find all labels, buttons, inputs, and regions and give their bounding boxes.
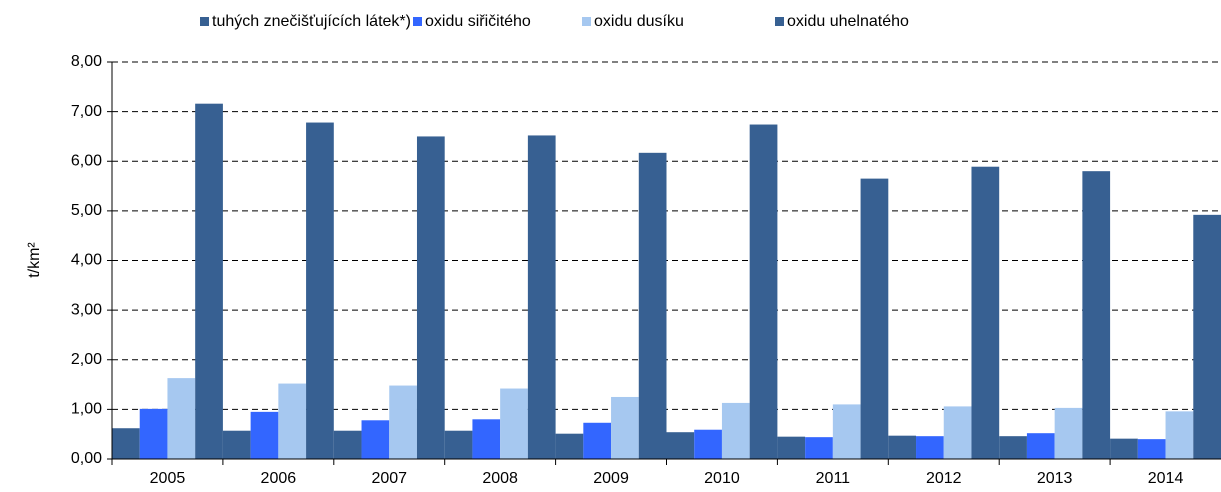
x-tick-label: 2005: [150, 470, 186, 487]
bar: [1137, 439, 1166, 459]
y-tick-label: 5,00: [71, 202, 102, 219]
bar: [1082, 171, 1111, 460]
bar: [999, 436, 1027, 459]
bar: [389, 385, 417, 459]
bar: [860, 178, 889, 459]
bar: [1054, 407, 1083, 459]
bar: [278, 383, 307, 459]
bar: [583, 422, 612, 459]
legend-label: tuhých znečišťujících látek*): [212, 13, 411, 30]
bar: [306, 122, 334, 459]
bar: [1165, 411, 1194, 459]
bar: [666, 432, 695, 459]
bar: [112, 428, 140, 459]
y-tick-label: 1,00: [71, 401, 102, 418]
legend-label: oxidu siřičitého: [425, 13, 531, 30]
y-tick-label: 7,00: [71, 103, 102, 120]
bar: [1110, 438, 1138, 459]
bar: [721, 402, 750, 459]
x-tick-label: 2014: [1148, 470, 1184, 487]
bar: [416, 136, 445, 459]
y-tick-label: 4,00: [71, 252, 102, 269]
x-tick-label: 2007: [371, 470, 407, 487]
bar: [777, 436, 806, 459]
bar: [611, 396, 639, 459]
bar: [195, 103, 223, 459]
bar: [555, 433, 584, 459]
y-tick-label: 2,00: [71, 351, 102, 368]
y-axis-label: t/km²: [26, 242, 43, 278]
bar: [139, 408, 168, 459]
y-tick-label: 3,00: [71, 301, 102, 318]
bar: [333, 430, 362, 459]
bar: [749, 124, 778, 459]
legend-swatch: [775, 17, 784, 26]
bar: [444, 430, 473, 459]
bar: [638, 152, 667, 459]
bar: [250, 411, 279, 459]
bar: [527, 135, 556, 459]
bar: [943, 406, 972, 459]
legend-label: oxidu uhelnatého: [787, 13, 909, 30]
bar: [167, 378, 196, 459]
x-tick-label: 2008: [482, 470, 518, 487]
bar: [971, 166, 1000, 460]
bar: [916, 436, 944, 459]
y-tick-label: 6,00: [71, 152, 102, 169]
x-tick-label: 2010: [704, 470, 740, 487]
bar: [888, 435, 917, 459]
bar: [361, 420, 390, 459]
bar: [1193, 214, 1221, 459]
x-tick-label: 2013: [1037, 470, 1073, 487]
bar: [500, 388, 528, 459]
legend-swatch: [200, 17, 209, 26]
bar: [805, 437, 833, 459]
x-tick-label: 2011: [816, 470, 851, 487]
legend-swatch: [413, 17, 422, 26]
bar: [1026, 433, 1055, 459]
bar: [222, 430, 251, 459]
legend-label: oxidu dusíku: [594, 13, 684, 30]
bar: [694, 429, 722, 459]
x-tick-label: 2006: [261, 470, 297, 487]
x-tick-label: 2012: [926, 470, 962, 487]
bar: [832, 404, 861, 459]
legend-swatch: [582, 17, 591, 26]
bar: [472, 419, 501, 459]
x-tick-label: 2009: [593, 470, 629, 487]
y-tick-label: 0,00: [71, 450, 102, 467]
y-tick-label: 8,00: [71, 53, 102, 70]
